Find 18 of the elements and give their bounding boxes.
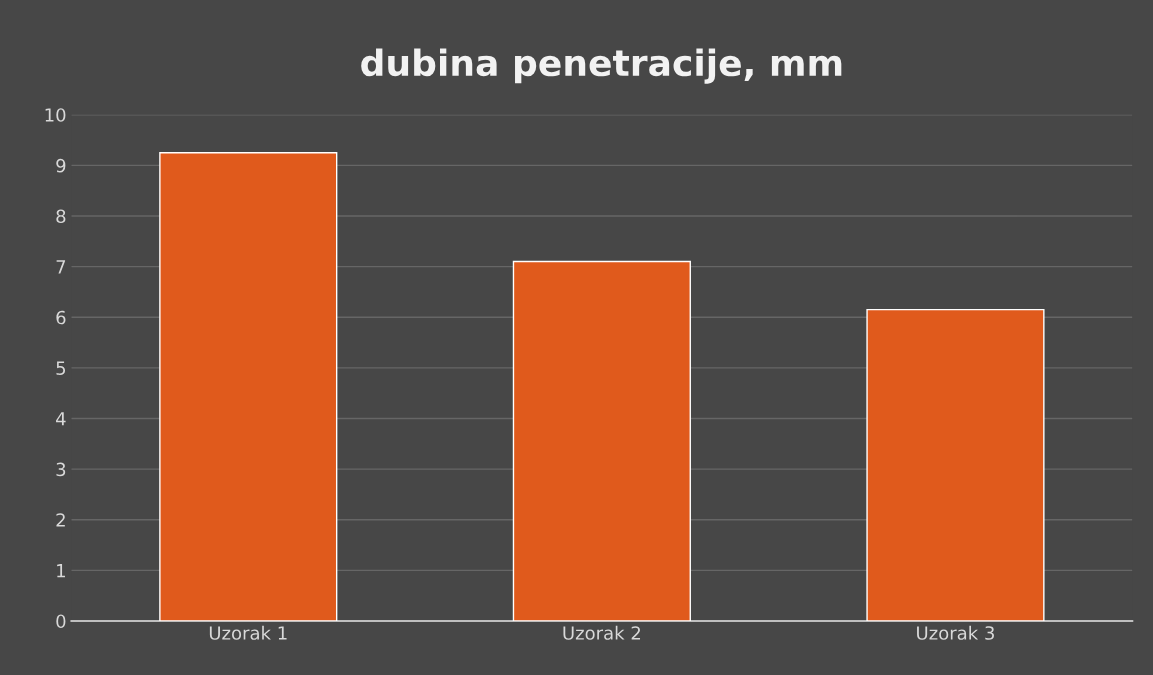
chart-title: dubina penetracije, mm [361,48,842,84]
y-tick-label: 10 [45,108,66,122]
y-tick-label: 6 [56,310,66,325]
bar [866,308,1045,621]
y-tick-label: 1 [57,564,65,578]
y-tick-label: 2 [56,513,65,527]
bar [159,152,338,621]
y-tick-label: 5 [56,361,66,375]
x-tick-label: Uzorak 1 [209,625,287,640]
x-tick-label: Uzorak 2 [563,625,641,640]
x-tick-label: Uzorak 3 [917,625,994,640]
y-tick-label: 0 [56,614,66,629]
bar [512,260,691,621]
y-tick-label: 9 [56,158,66,173]
y-tick-label: 7 [56,260,66,274]
y-tick-label: 3 [56,462,66,477]
y-tick-label: 8 [56,209,66,224]
y-tick-label: 4 [56,412,66,426]
